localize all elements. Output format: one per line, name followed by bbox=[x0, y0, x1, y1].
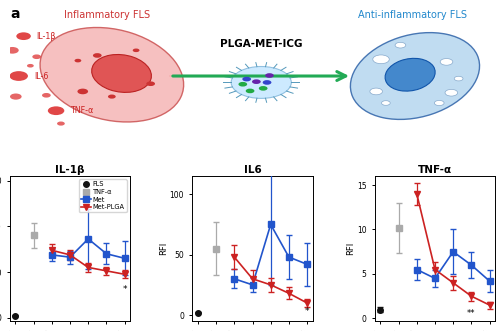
Circle shape bbox=[74, 59, 82, 63]
Circle shape bbox=[32, 54, 41, 59]
Circle shape bbox=[395, 42, 406, 48]
Circle shape bbox=[42, 93, 50, 98]
Text: Anti-inflammatory FLS: Anti-inflammatory FLS bbox=[358, 11, 467, 21]
Text: IL-1β: IL-1β bbox=[36, 32, 56, 41]
Title: IL-1β: IL-1β bbox=[56, 166, 85, 175]
Text: IL-6: IL-6 bbox=[34, 71, 48, 80]
Title: TNF-α: TNF-α bbox=[418, 166, 452, 175]
Circle shape bbox=[370, 88, 382, 95]
Ellipse shape bbox=[40, 27, 184, 122]
Circle shape bbox=[108, 95, 116, 99]
Text: Inflammatory FLS: Inflammatory FLS bbox=[64, 11, 150, 21]
Circle shape bbox=[265, 73, 274, 78]
Circle shape bbox=[48, 106, 64, 115]
Title: IL6: IL6 bbox=[244, 166, 262, 175]
Text: PLGA-MET-ICG: PLGA-MET-ICG bbox=[220, 39, 302, 49]
Circle shape bbox=[445, 89, 458, 96]
Circle shape bbox=[382, 101, 390, 105]
Circle shape bbox=[440, 59, 453, 65]
Text: TNF-α: TNF-α bbox=[70, 106, 94, 115]
Y-axis label: RFI: RFI bbox=[346, 242, 356, 255]
Text: *: * bbox=[122, 285, 127, 294]
Circle shape bbox=[454, 76, 463, 81]
Circle shape bbox=[10, 93, 22, 100]
Legend: FLS, TNF-α, Met, Met-PLGA: FLS, TNF-α, Met, Met-PLGA bbox=[78, 179, 126, 213]
Ellipse shape bbox=[385, 58, 435, 91]
Ellipse shape bbox=[92, 55, 152, 92]
Circle shape bbox=[252, 79, 260, 84]
Circle shape bbox=[242, 77, 251, 81]
Circle shape bbox=[10, 71, 28, 81]
Circle shape bbox=[262, 80, 272, 85]
Circle shape bbox=[132, 49, 140, 52]
Circle shape bbox=[78, 89, 88, 94]
Circle shape bbox=[231, 67, 292, 98]
Circle shape bbox=[259, 86, 268, 91]
Y-axis label: RFI: RFI bbox=[160, 242, 168, 255]
Circle shape bbox=[238, 82, 247, 86]
Circle shape bbox=[93, 53, 102, 58]
Circle shape bbox=[146, 81, 155, 86]
Circle shape bbox=[57, 121, 65, 126]
Circle shape bbox=[27, 64, 34, 68]
Circle shape bbox=[6, 47, 18, 54]
Ellipse shape bbox=[350, 33, 480, 119]
Text: a: a bbox=[10, 7, 20, 21]
Text: **: ** bbox=[467, 309, 475, 318]
Circle shape bbox=[16, 32, 31, 40]
Text: *: * bbox=[305, 307, 310, 316]
Circle shape bbox=[246, 89, 254, 93]
Circle shape bbox=[373, 55, 390, 64]
Circle shape bbox=[434, 100, 444, 106]
